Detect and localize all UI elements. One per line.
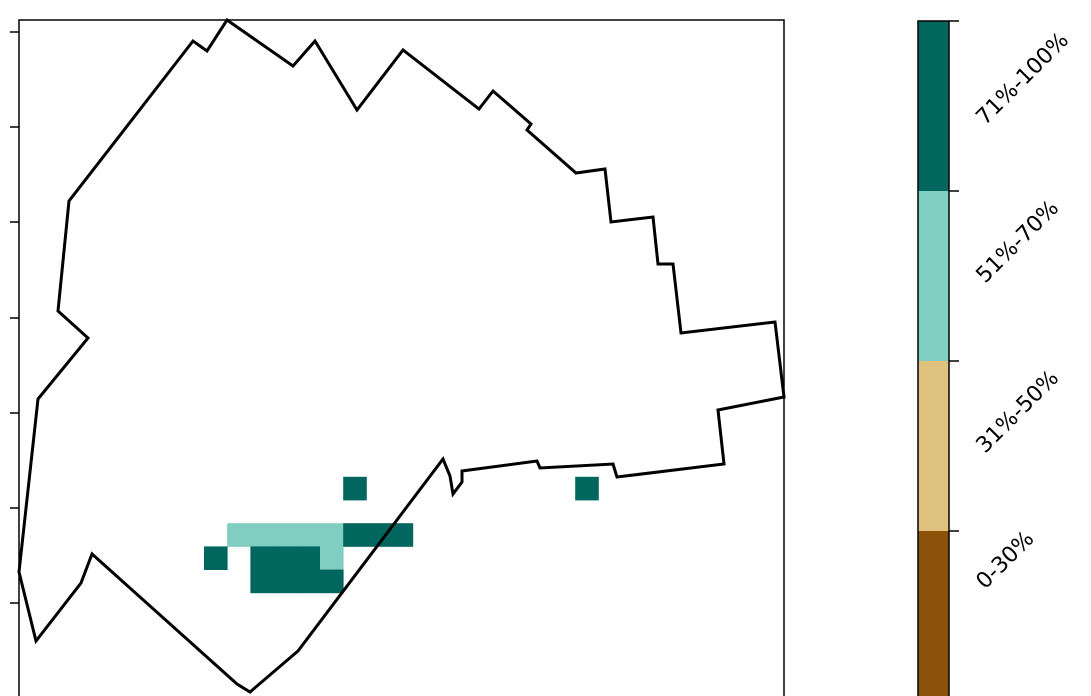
grid-cell-dark	[250, 569, 274, 594]
grid-cell-dark	[389, 523, 414, 547]
colorbar-swatch-51-70	[918, 191, 949, 361]
colorbar-ticks	[949, 20, 959, 532]
grid-cell-dark	[204, 546, 228, 570]
grid-cell-light	[250, 523, 274, 547]
region-boundary	[17, 17, 786, 694]
colorbar-frame	[917, 20, 950, 696]
grid-cells	[204, 476, 599, 594]
grid-cell-light	[296, 523, 321, 547]
map-axes	[10, 19, 785, 696]
grid-cell-dark	[320, 569, 344, 594]
y-axis-ticks	[10, 31, 19, 604]
grid-cell-dark	[575, 476, 599, 501]
colorbar-label-31-50: 31%-50%	[972, 366, 1064, 458]
grid-cell-dark	[343, 476, 367, 501]
map-frame	[18, 19, 785, 696]
grid-cell-light	[227, 523, 251, 547]
colorbar-swatch-71-100	[918, 21, 949, 191]
grid-cell-dark	[250, 546, 274, 570]
colorbar-swatch-31-50	[918, 361, 949, 531]
grid-cell-light	[273, 523, 298, 547]
grid-cell-light	[320, 523, 344, 547]
grid-cell-dark	[366, 523, 390, 547]
grid-cell-dark	[296, 569, 321, 594]
grid-cell-dark	[296, 546, 321, 570]
boundary-outline	[17, 17, 786, 694]
colorbar: 71%-100% 51%-70% 31%-50% 0-30%	[917, 20, 1074, 696]
colorbar-label-71-100: 71%-100%	[972, 28, 1074, 130]
grid-cell-dark	[273, 569, 298, 594]
colorbar-swatch-0-30	[918, 531, 949, 696]
grid-cell-dark	[273, 546, 298, 570]
colorbar-label-0-30: 0-30%	[972, 526, 1040, 594]
colorbar-label-51-70: 51%-70%	[972, 196, 1064, 288]
grid-cell-light	[320, 546, 344, 570]
grid-cell-dark	[343, 523, 367, 547]
